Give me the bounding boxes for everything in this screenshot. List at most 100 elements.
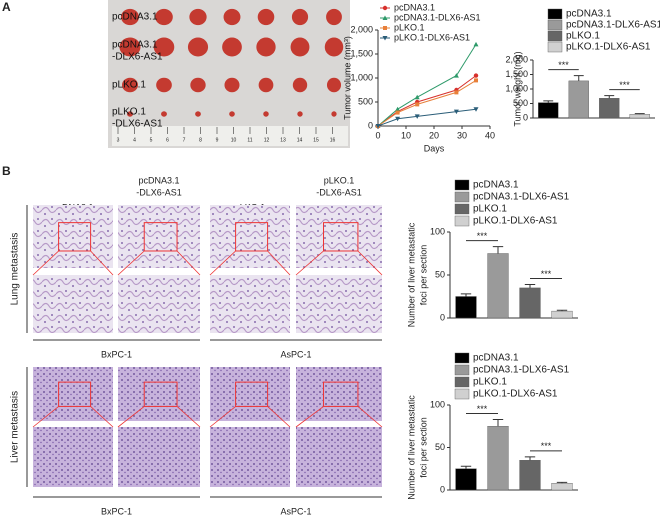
zoom-line xyxy=(176,250,201,276)
row-label: Liver metastasis xyxy=(10,391,21,463)
tumor xyxy=(155,8,173,26)
zoom-box xyxy=(143,222,178,252)
error-bar xyxy=(460,465,472,469)
cell-line-label: AsPC-1 xyxy=(280,506,311,516)
y-axis-label: foci per section xyxy=(418,417,428,478)
y-tick-label: 0 xyxy=(440,312,445,322)
legend-swatch xyxy=(547,8,563,20)
zoom-line xyxy=(357,250,383,276)
zoom-line xyxy=(267,406,291,428)
legend-label: pcDNA3.1 xyxy=(394,2,435,12)
bar xyxy=(568,80,589,119)
panel-label: B xyxy=(2,164,11,178)
legend-marker xyxy=(382,5,388,11)
tumor-row-label: pcDNA3.1 xyxy=(112,12,158,23)
bar xyxy=(551,310,573,319)
bar xyxy=(519,460,541,491)
zoom-line xyxy=(32,250,59,276)
tumor-row-label: -DLX6-AS1 xyxy=(112,119,163,130)
histology-zoom xyxy=(33,427,113,487)
zoom-line xyxy=(176,406,201,428)
point xyxy=(375,124,381,129)
legend-marker xyxy=(382,15,388,20)
legend-label: pcDNA3.1 xyxy=(566,9,612,20)
series-line xyxy=(377,44,477,127)
significance-label: *** xyxy=(541,441,552,451)
error-bar xyxy=(492,246,504,254)
legend-label: pcDNA3.1-DLX6-AS1 xyxy=(473,192,570,203)
histology-overview xyxy=(210,367,290,421)
series-line xyxy=(377,79,477,127)
point xyxy=(395,116,401,122)
zoom-box xyxy=(323,381,359,407)
tumor xyxy=(326,77,342,93)
ruler-number: 5 xyxy=(150,137,153,143)
ruler-number: 14 xyxy=(297,137,303,143)
error-bar xyxy=(634,113,645,115)
x-axis-label: Days xyxy=(424,143,445,153)
tumor xyxy=(258,77,274,93)
point xyxy=(415,102,420,107)
bar xyxy=(455,468,477,491)
point xyxy=(395,106,401,112)
x-tick-label: 10 xyxy=(401,130,411,140)
legend-label: pcDNA3.1-DLX6-AS1 xyxy=(394,12,481,22)
error-bar xyxy=(573,75,584,81)
tumor-row-label: pLKO.1 xyxy=(112,80,146,91)
zoom-box xyxy=(235,381,269,407)
legend-label: pcDNA3.1 xyxy=(473,180,519,191)
histology-overview xyxy=(118,205,200,268)
zoom-line xyxy=(357,406,383,428)
tumor xyxy=(324,37,344,57)
ruler-number: 8 xyxy=(199,137,202,143)
cell-line-label: AsPC-1 xyxy=(280,349,311,359)
error-bar xyxy=(524,456,536,461)
ruler-number: 12 xyxy=(264,137,270,143)
y-tick-label: 1,000 xyxy=(505,83,528,93)
ruler-number: 3 xyxy=(117,137,120,143)
ruler-number: 9 xyxy=(216,137,219,143)
x-tick-label: 20 xyxy=(429,130,439,140)
legend-label: pLKO.1 xyxy=(394,22,425,32)
legend-swatch xyxy=(547,41,563,53)
legend-label: pLKO.1-DLX6-AS1 xyxy=(473,389,558,400)
tumor xyxy=(229,111,235,117)
row-label: Lung metastasis xyxy=(10,233,21,306)
zoom-line xyxy=(117,250,145,276)
y-axis-label: Number of liver metastatic xyxy=(406,395,416,500)
y-tick-label: 0 xyxy=(368,120,373,130)
point xyxy=(454,90,459,95)
y-tick-label: 500 xyxy=(513,98,528,108)
tumor xyxy=(190,77,206,93)
y-tick-label: 50 xyxy=(435,269,445,279)
panel-label: A xyxy=(2,0,11,14)
error-bar xyxy=(543,100,554,103)
significance-label: *** xyxy=(619,80,630,90)
x-tick-label: 30 xyxy=(457,130,467,140)
x-tick-label: 40 xyxy=(485,130,495,140)
bar xyxy=(599,98,620,119)
point xyxy=(473,73,479,78)
y-tick-label: 100 xyxy=(430,226,445,236)
zoom-box xyxy=(235,222,269,252)
y-axis-label: Number of liver metastatic xyxy=(406,222,416,327)
error-bar xyxy=(556,309,568,312)
legend-swatch xyxy=(547,19,563,31)
tumor xyxy=(292,77,308,93)
legend-label: pLKO.1 xyxy=(473,377,507,388)
histology-zoom xyxy=(118,427,200,487)
y-axis-label: Tumor weight (mg) xyxy=(512,51,522,126)
tumor xyxy=(121,8,139,26)
tumor xyxy=(297,111,303,117)
legend-label: pcDNA3.1-DLX6-AS1 xyxy=(473,365,570,376)
bar xyxy=(487,426,509,491)
histology-overview xyxy=(33,367,113,421)
legend-label: pcDNA3.1-DLX6-AS1 xyxy=(566,20,660,31)
legend-label: pLKO.1-DLX6-AS1 xyxy=(473,216,558,227)
error-bar xyxy=(460,293,472,297)
tumor xyxy=(291,8,309,26)
legend-swatch xyxy=(547,30,563,42)
group-header: -DLX6-AS1 xyxy=(136,187,182,197)
tumor xyxy=(122,77,138,93)
tumor xyxy=(189,8,207,26)
